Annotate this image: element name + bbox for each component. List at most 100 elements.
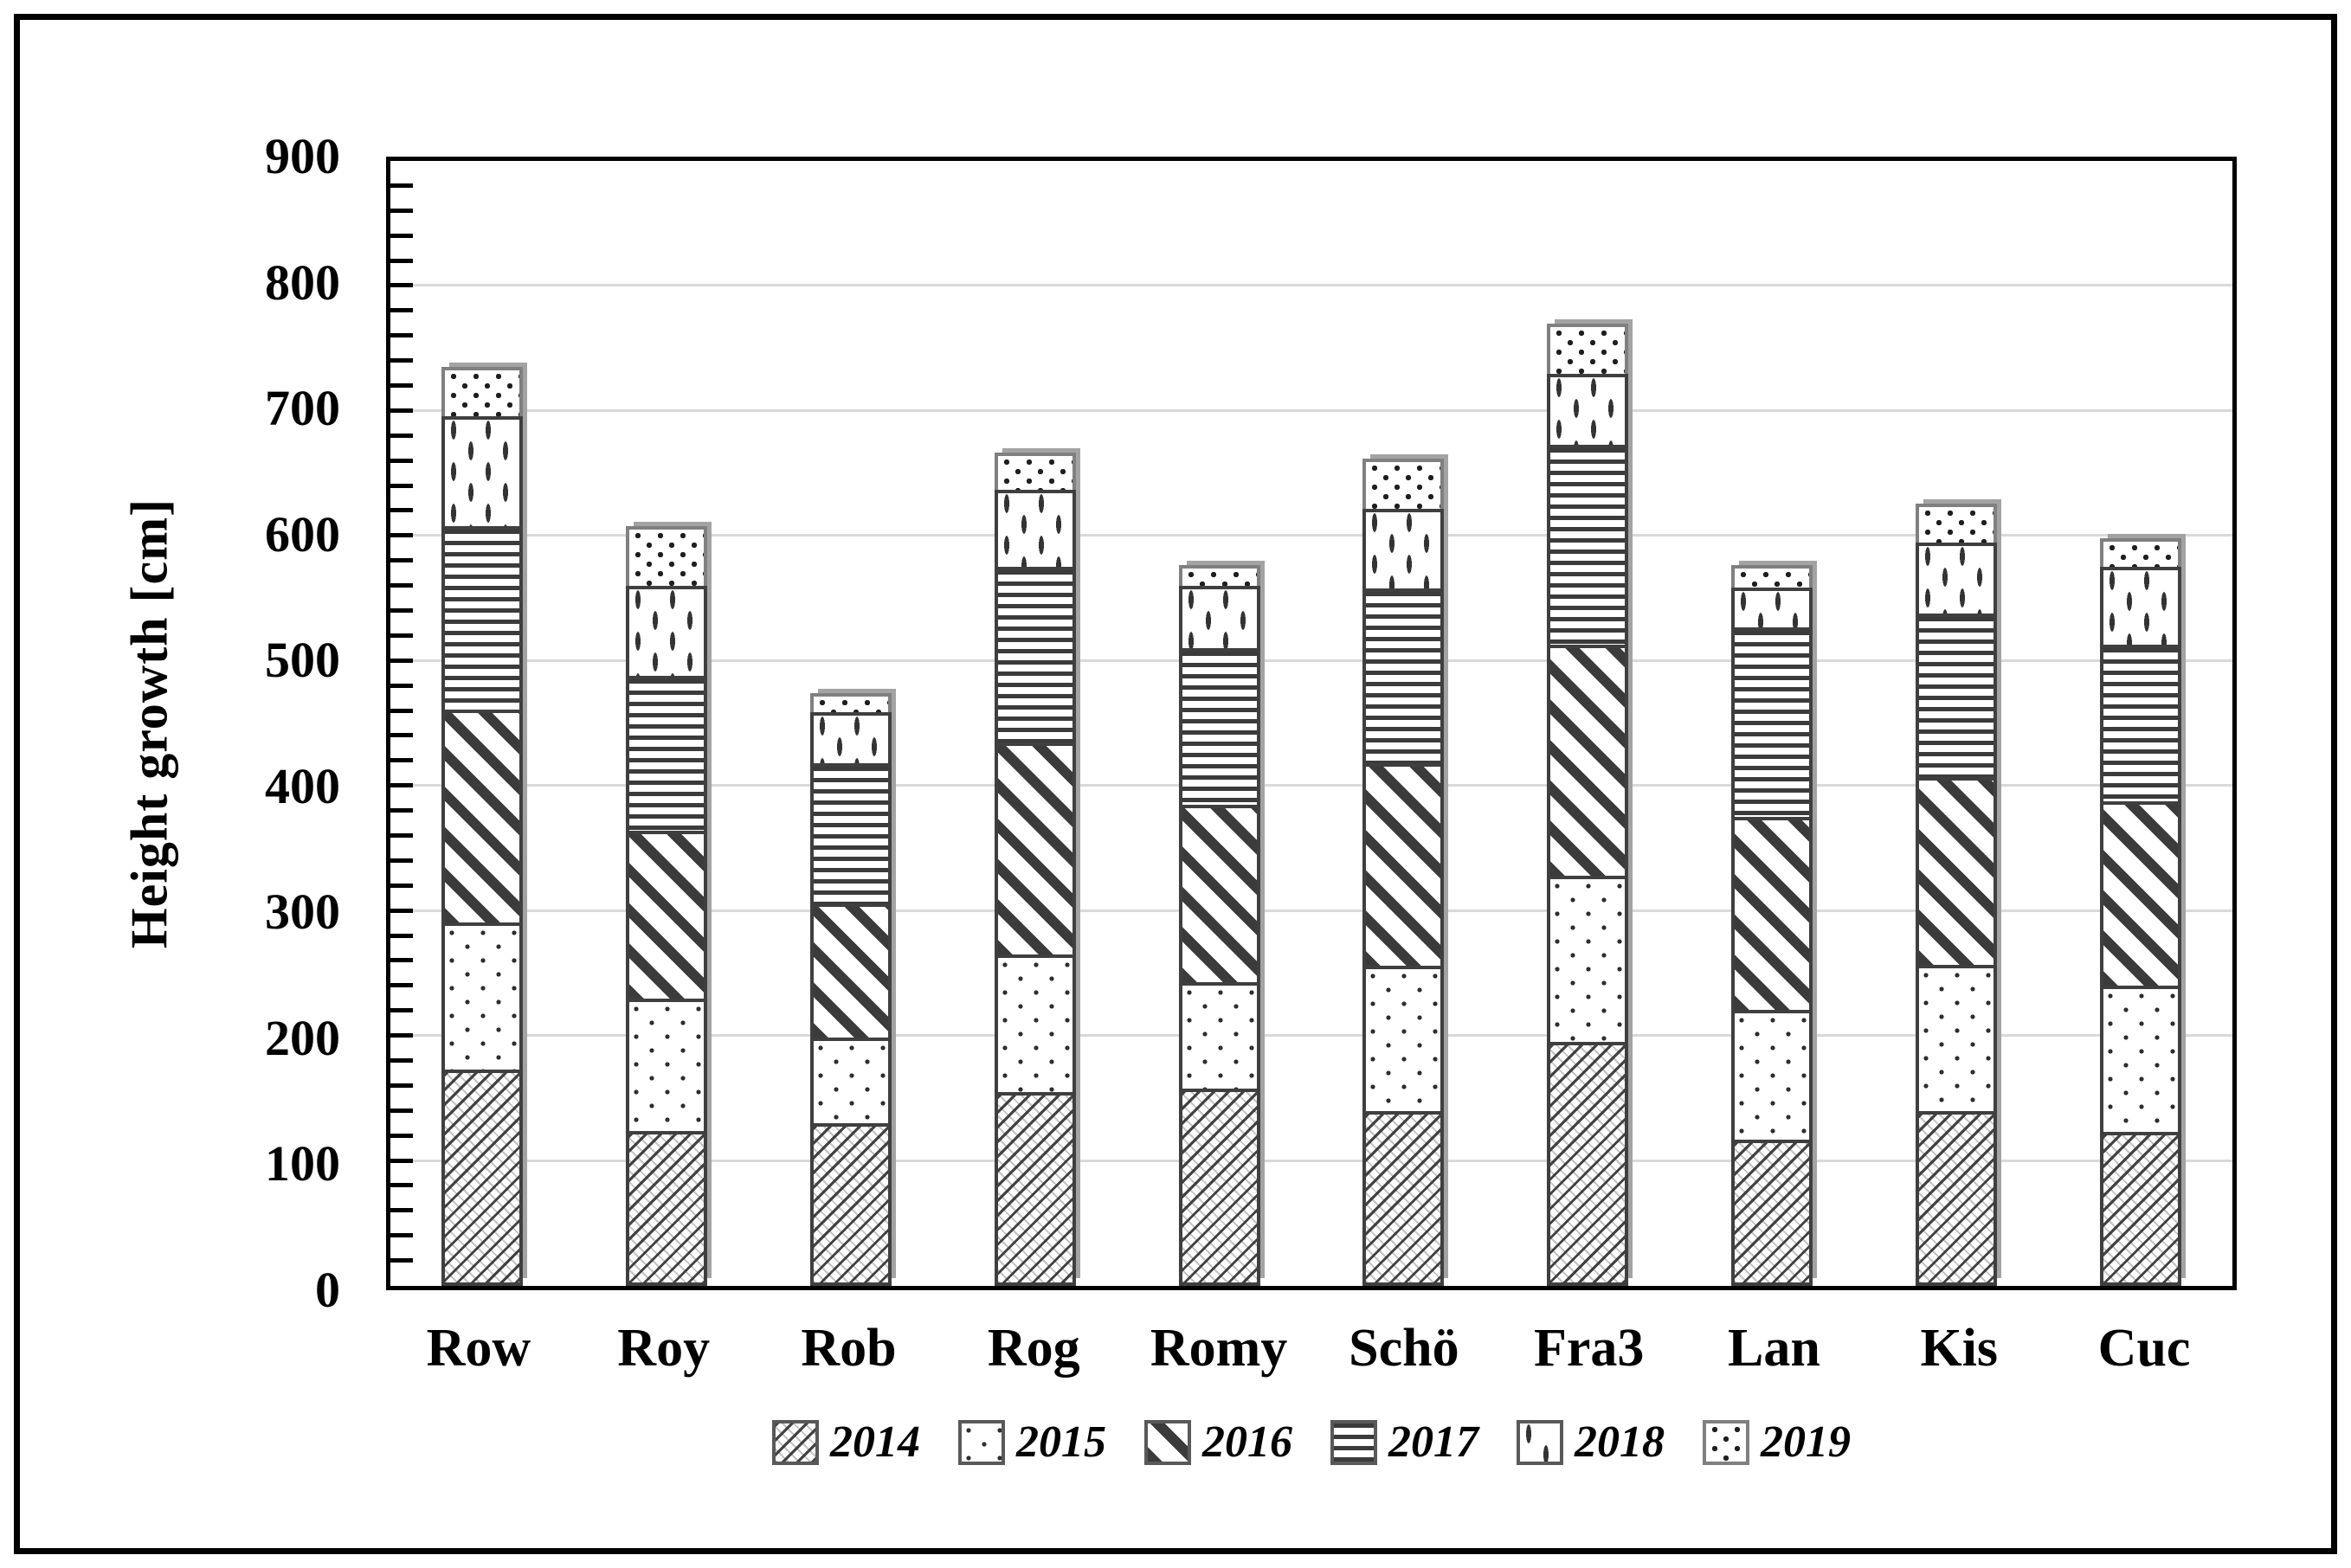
legend-label-2014: 2014: [830, 1417, 920, 1467]
legend-swatch-horizontal-lines-icon: [1330, 1420, 1377, 1465]
bar-segment-lan-2015: [1730, 1009, 1813, 1140]
bar-segment-roy-2015: [626, 998, 708, 1131]
y-axis-minor-tick: [390, 483, 413, 488]
gridline: [390, 909, 2232, 912]
y-axis-minor-tick: [390, 433, 413, 438]
stacked-bar-row: [441, 367, 524, 1286]
bar-segment-lan-2018: [1730, 587, 1813, 627]
y-axis-minor-tick: [390, 933, 413, 938]
y-axis-minor-tick: [390, 1058, 413, 1063]
y-axis-minor-tick: [390, 1233, 413, 1238]
bar-segment-rob-2018: [809, 711, 892, 764]
gridline: [390, 784, 2232, 787]
x-axis-label-schö: Schö: [1349, 1319, 1459, 1378]
bar-segment-rob-2016: [809, 903, 892, 1038]
legend-swatch-bold-diagonal-stripes-icon: [1144, 1420, 1191, 1465]
y-axis-minor-tick: [390, 683, 413, 688]
bar-segment-fra3-2019: [1547, 323, 1629, 374]
legend-item-2014: 2014: [772, 1420, 920, 1465]
gridline: [390, 284, 2232, 287]
bar-slot-lan: [1680, 161, 1865, 1286]
bar-segment-row-2017: [441, 525, 524, 710]
y-axis-minor-tick: [390, 983, 413, 988]
y-axis-tick-label: 600: [265, 505, 340, 562]
bar-segment-rob-2017: [809, 763, 892, 903]
bar-segment-kis-2019: [1915, 503, 1997, 543]
y-axis-minor-tick: [390, 508, 413, 513]
bar-segment-kis-2016: [1915, 777, 1997, 965]
bar-segment-cuc-2019: [2099, 538, 2181, 568]
y-axis-minor-tick: [390, 1008, 413, 1013]
gridline: [390, 534, 2232, 537]
bar-segment-kis-2018: [1915, 542, 1997, 614]
legend-swatch-vertical-dashes-icon: [1517, 1420, 1563, 1465]
gridline: [390, 408, 2232, 412]
bar-slot-rog: [943, 161, 1127, 1286]
bar-slot-cuc: [2048, 161, 2232, 1286]
gridline: [390, 1034, 2232, 1038]
legend-item-2017: 2017: [1330, 1420, 1478, 1465]
y-axis-minor-tick: [390, 1133, 413, 1138]
bar-segment-schö-2017: [1362, 588, 1445, 764]
bar-segment-row-2018: [441, 415, 524, 526]
y-axis-tick-label: 100: [265, 1135, 340, 1192]
y-axis-minor-tick: [390, 1258, 413, 1263]
y-axis-tick-label: 400: [265, 757, 340, 814]
y-axis-minor-tick: [390, 608, 413, 613]
legend-label-2017: 2017: [1388, 1417, 1478, 1467]
bar-segment-romy-2018: [1178, 586, 1260, 649]
bar-segment-rob-2019: [809, 693, 892, 712]
y-axis-minor-tick: [390, 308, 413, 313]
y-axis-minor-tick: [390, 883, 413, 888]
gridline: [390, 1159, 2232, 1162]
x-axis-label-cuc: Cuc: [2097, 1319, 2191, 1378]
bar-segment-rog-2015: [994, 954, 1076, 1093]
legend-item-2016: 2016: [1144, 1420, 1292, 1465]
bar-segment-romy-2019: [1178, 564, 1260, 587]
y-axis-minor-tick: [390, 733, 413, 738]
y-axis-minor-tick: [390, 1083, 413, 1088]
x-axis-label-row: Row: [426, 1319, 531, 1378]
y-axis-minor-tick: [390, 658, 413, 663]
bar-segment-rog-2019: [994, 452, 1076, 490]
bar-segment-fra3-2016: [1547, 645, 1629, 877]
stacked-bar-fra3: [1547, 323, 1629, 1286]
bar-segment-lan-2019: [1730, 564, 1813, 588]
bar-segment-rog-2016: [994, 742, 1076, 955]
bar-segment-lan-2017: [1730, 627, 1813, 818]
y-axis-minor-tick: [390, 783, 413, 788]
bar-segment-romy-2016: [1178, 804, 1260, 983]
figure-border: Height growth [cm] 0 100 200 300 400 500 600 70…: [14, 14, 2337, 1554]
x-axis-label-rog: Rog: [987, 1319, 1080, 1378]
bar-segment-rob-2015: [809, 1037, 892, 1124]
bar-segment-cuc-2016: [2099, 800, 2181, 986]
x-axis-label-lan: Lan: [1728, 1319, 1820, 1378]
bar-segment-rob-2014: [809, 1123, 892, 1286]
legend-swatch-fine-diagonal-hatch-icon: [772, 1420, 819, 1465]
x-axis-label-romy: Romy: [1150, 1319, 1288, 1378]
stacked-bar-rob: [809, 693, 892, 1286]
y-axis-minor-tick: [390, 383, 413, 388]
x-axis-label-roy: Roy: [617, 1319, 711, 1378]
legend-item-2019: 2019: [1703, 1420, 1851, 1465]
bar-slot-romy: [1127, 161, 1311, 1286]
bar-slot-schö: [1311, 161, 1496, 1286]
bar-segment-schö-2014: [1362, 1110, 1445, 1286]
bar-segment-rog-2018: [994, 489, 1076, 568]
y-axis-tick-label: 800: [265, 254, 340, 311]
stacked-bar-schö: [1362, 458, 1445, 1286]
plot-area: [386, 157, 2237, 1290]
bar-segment-schö-2015: [1362, 966, 1445, 1111]
bar-segment-row-2016: [441, 710, 524, 922]
legend-swatch-dense-dots-icon: [1703, 1420, 1749, 1465]
y-axis-minor-tick: [390, 633, 413, 638]
stacked-bar-lan: [1730, 564, 1813, 1286]
y-axis-tick-label: 0: [315, 1262, 340, 1318]
bar-slot-rob: [759, 161, 944, 1286]
y-axis-minor-tick: [390, 708, 413, 713]
bar-segment-lan-2016: [1730, 817, 1813, 1010]
bar-segment-roy-2014: [626, 1130, 708, 1286]
y-axis-minor-tick: [390, 258, 413, 263]
bar-segment-schö-2019: [1362, 458, 1445, 509]
